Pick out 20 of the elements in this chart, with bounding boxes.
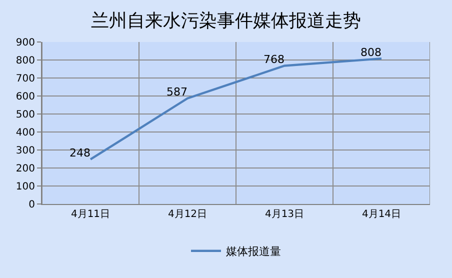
x-tick-label: 4月13日 [264,209,304,220]
y-tick-label: 0 [28,200,35,210]
data-label: 808 [360,46,382,59]
legend-label: 媒体报道量 [226,245,281,258]
data-label: 768 [264,53,284,66]
y-tick-label: 900 [16,38,35,48]
y-tick-label: 400 [16,128,35,138]
y-tick-label: 600 [16,92,35,102]
x-tick-label: 4月12日 [168,209,208,220]
chart-title: 兰州自来水污染事件媒体报道走势 [91,10,361,32]
x-tick-label: 4月11日 [70,209,110,220]
y-tick-label: 300 [16,146,35,156]
y-tick-label: 200 [16,164,35,174]
data-label: 248 [70,146,90,160]
y-tick-label: 700 [16,74,35,84]
data-label: 587 [166,86,188,99]
y-tick-label: 500 [16,110,35,120]
x-tick-label: 4月14日 [362,209,402,220]
y-tick-label: 100 [16,182,35,192]
y-tick-label: 800 [16,56,35,66]
